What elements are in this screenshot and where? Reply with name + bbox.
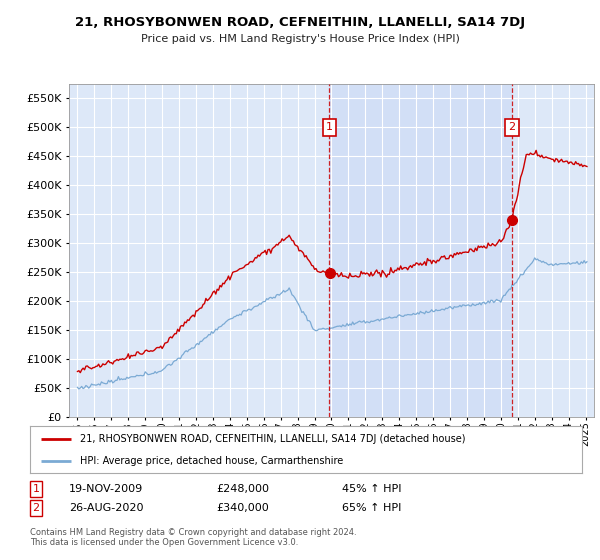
Text: 21, RHOSYBONWEN ROAD, CEFNEITHIN, LLANELLI, SA14 7DJ (detached house): 21, RHOSYBONWEN ROAD, CEFNEITHIN, LLANEL… bbox=[80, 434, 465, 444]
Text: 21, RHOSYBONWEN ROAD, CEFNEITHIN, LLANELLI, SA14 7DJ: 21, RHOSYBONWEN ROAD, CEFNEITHIN, LLANEL… bbox=[75, 16, 525, 29]
Text: 1: 1 bbox=[32, 484, 40, 494]
Text: Contains HM Land Registry data © Crown copyright and database right 2024.
This d: Contains HM Land Registry data © Crown c… bbox=[30, 528, 356, 547]
Text: £248,000: £248,000 bbox=[216, 484, 269, 494]
Text: 45% ↑ HPI: 45% ↑ HPI bbox=[342, 484, 401, 494]
Text: 19-NOV-2009: 19-NOV-2009 bbox=[69, 484, 143, 494]
Text: HPI: Average price, detached house, Carmarthenshire: HPI: Average price, detached house, Carm… bbox=[80, 456, 343, 466]
Text: 2: 2 bbox=[508, 123, 515, 133]
Text: 26-AUG-2020: 26-AUG-2020 bbox=[69, 503, 143, 513]
Bar bbox=[329, 84, 512, 417]
Text: Price paid vs. HM Land Registry's House Price Index (HPI): Price paid vs. HM Land Registry's House … bbox=[140, 34, 460, 44]
Text: £340,000: £340,000 bbox=[216, 503, 269, 513]
Text: 1: 1 bbox=[326, 123, 333, 133]
Text: 2: 2 bbox=[32, 503, 40, 513]
Text: 65% ↑ HPI: 65% ↑ HPI bbox=[342, 503, 401, 513]
